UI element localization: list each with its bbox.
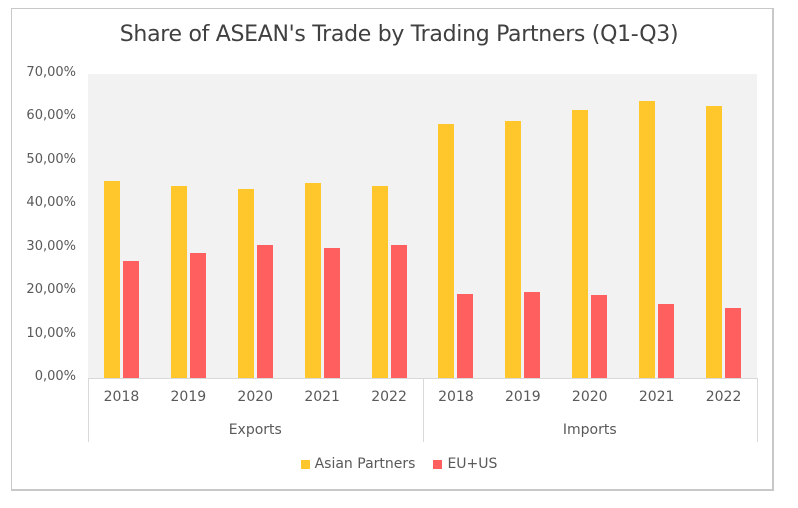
- x-tick-label: 2022: [371, 389, 407, 405]
- x-group-divider: [88, 378, 89, 442]
- bar-asian-partners: [170, 185, 187, 378]
- chart-title: Share of ASEAN's Trade by Trading Partne…: [119, 22, 679, 47]
- bar-asian-partners: [639, 101, 656, 378]
- bar-asian-partners: [505, 121, 522, 378]
- legend-item: Asian Partners: [300, 456, 416, 472]
- bar-eu-us: [457, 293, 474, 378]
- bar-eu-us: [591, 294, 608, 378]
- bar-eu-us: [323, 247, 340, 378]
- x-tick-label: 2020: [571, 389, 608, 405]
- x-group-divider: [423, 378, 424, 442]
- y-tick-label: 10,00%: [26, 325, 76, 341]
- y-tick-label: 0,00%: [34, 369, 76, 384]
- x-tick-label: 2019: [170, 389, 207, 405]
- x-tick-label: 2018: [103, 389, 140, 405]
- legend-item: EU+US: [433, 456, 497, 472]
- y-tick-label: 60,00%: [26, 108, 76, 124]
- bar-eu-us: [122, 260, 139, 378]
- bar-asian-partners: [706, 106, 723, 378]
- x-tick-label: 2018: [438, 389, 474, 405]
- x-tick-label: 2021: [638, 389, 675, 405]
- legend-swatch-icon: [300, 459, 310, 469]
- bar-asian-partners: [438, 124, 455, 378]
- y-tick-label: 30,00%: [26, 238, 76, 254]
- y-tick-label: 50,00%: [26, 151, 76, 167]
- y-tick-label: 40,00%: [26, 195, 76, 211]
- bar-asian-partners: [304, 182, 321, 378]
- bar-asian-partners: [371, 185, 388, 378]
- x-tick-label: 2019: [505, 389, 541, 405]
- bar-asian-partners: [572, 110, 589, 378]
- x-axis-line: [88, 378, 757, 379]
- bar-eu-us: [390, 244, 407, 378]
- legend-label: EU+US: [447, 456, 498, 472]
- x-group-divider: [757, 378, 758, 442]
- legend-swatch-icon: [433, 459, 443, 469]
- x-tick-label: 2022: [705, 389, 742, 405]
- x-group-label: Imports: [562, 422, 617, 438]
- bar-eu-us: [524, 291, 541, 378]
- x-tick-label: 2020: [237, 389, 274, 405]
- plot-area: [88, 74, 757, 378]
- legend-label: Asian Partners: [314, 456, 416, 472]
- y-tick-label: 70,00%: [26, 65, 76, 80]
- bar-asian-partners: [103, 181, 120, 378]
- bar-eu-us: [725, 307, 742, 378]
- bar-eu-us: [658, 303, 675, 378]
- bar-asian-partners: [237, 188, 254, 378]
- x-tick-label: 2021: [304, 389, 340, 405]
- x-group-label: Exports: [228, 422, 282, 438]
- legend: Asian Partners EU+US: [0, 456, 798, 472]
- bar-eu-us: [189, 252, 206, 378]
- bar-eu-us: [256, 244, 273, 378]
- y-tick-label: 20,00%: [26, 282, 76, 298]
